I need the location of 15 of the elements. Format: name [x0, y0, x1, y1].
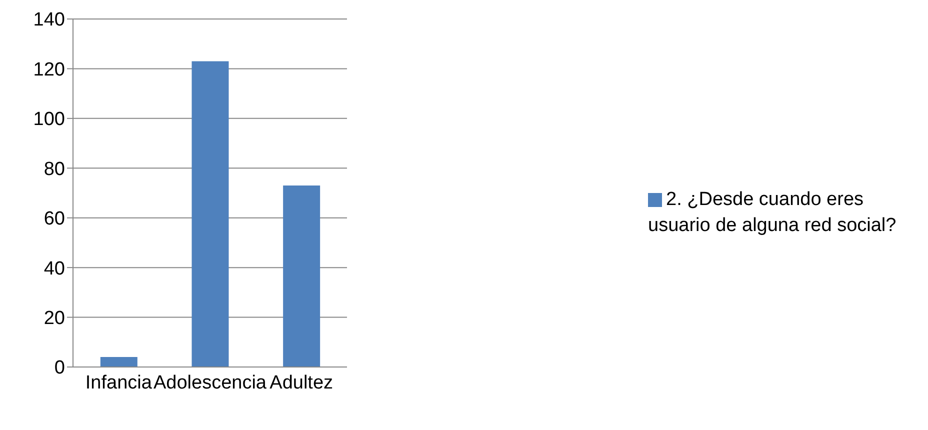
bar — [192, 61, 229, 367]
legend-label: 2. ¿Desde cuando eres usuario de alguna red social? — [648, 189, 896, 236]
y-tick-label: 140 — [33, 10, 65, 31]
x-tick-label: Adolescencia — [153, 372, 267, 394]
y-tick-label: 40 — [44, 258, 65, 280]
y-tick-label: 100 — [33, 109, 65, 130]
y-tick-label: 120 — [33, 59, 65, 80]
x-tick-label: Infancia — [85, 372, 152, 394]
y-tick-label: 0 — [54, 358, 65, 379]
bar — [100, 357, 138, 367]
x-tick-label: Adultez — [270, 372, 334, 394]
y-tick-label: 60 — [44, 208, 65, 230]
y-tick-label: 20 — [44, 308, 65, 330]
y-tick-label: 80 — [44, 158, 65, 180]
bar — [283, 186, 320, 367]
